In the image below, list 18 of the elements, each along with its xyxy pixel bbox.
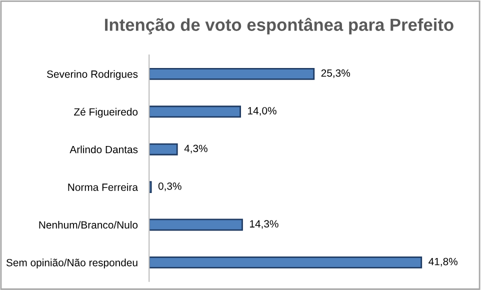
bar: [149, 68, 315, 80]
data-label: 14,3%: [250, 220, 278, 229]
y-tick-label: Zé Figueiredo: [74, 108, 138, 118]
chart-title: Intenção de voto espontânea para Prefeito: [105, 18, 454, 34]
bar: [149, 218, 243, 231]
data-label: 25,3%: [321, 69, 350, 78]
bar: [149, 143, 178, 156]
y-tick-label: Severino Rodrigues: [46, 70, 138, 80]
y-tick-label: Arlindo Dantas: [70, 146, 138, 154]
bar: [149, 256, 422, 268]
data-label: 0,3%: [158, 182, 182, 192]
y-tick-label: Norma Ferreira: [68, 183, 138, 191]
bar: [149, 106, 241, 118]
data-label: 41,8%: [428, 258, 458, 266]
y-tick-label: Sem opinião/Não respondeu: [6, 258, 138, 268]
data-label: 4,3%: [184, 144, 208, 154]
y-tick-label: Nenhum/Branco/Nulo: [39, 220, 138, 229]
data-label: 14,0%: [248, 107, 276, 116]
